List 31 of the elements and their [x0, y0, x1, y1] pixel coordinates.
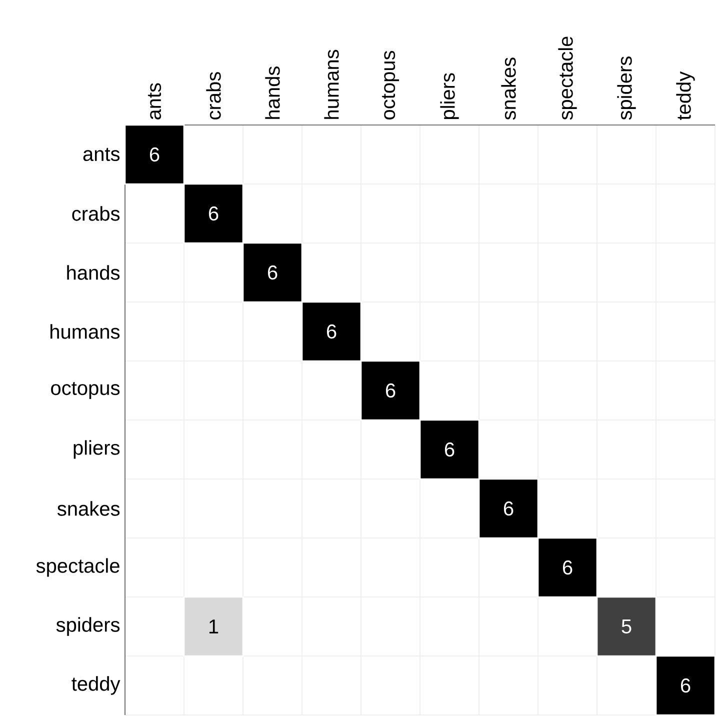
x-tick-label: spiders	[617, 56, 636, 120]
x-tick-label: teddy	[676, 71, 695, 120]
y-tick-label: hands	[67, 265, 120, 280]
x-tick-label: pliers	[440, 73, 459, 119]
y-tick-label: pliers	[74, 440, 120, 459]
x-tick-label: snakes	[501, 58, 516, 120]
data-label: 6	[444, 442, 454, 457]
y-tick-label: teddy	[72, 676, 120, 695]
data-label: 6	[268, 265, 278, 280]
data-label: 6	[326, 324, 336, 339]
data-label: 6	[208, 206, 218, 221]
data-label: 1	[209, 620, 218, 634]
data-label: 5	[622, 620, 632, 634]
x-tick-label: ants	[148, 83, 162, 120]
data-label: 6	[386, 383, 396, 398]
y-tick-label: humans	[50, 324, 120, 339]
y-tick-label: octopus	[51, 382, 120, 400]
x-tick-label: octopus	[382, 50, 400, 120]
x-tick-label: hands	[265, 66, 280, 119]
y-tick-label: spectacle	[36, 558, 120, 577]
x-tick-label: crabs	[206, 72, 221, 120]
y-tick-label: snakes	[57, 501, 120, 516]
data-label: 6	[150, 147, 160, 162]
x-tick-label: spectacle	[558, 36, 577, 120]
data-label: 6	[562, 560, 572, 575]
data-label: 6	[680, 678, 690, 693]
y-tick-label: ants	[83, 148, 120, 162]
x-tick-label: humans	[324, 50, 339, 119]
y-tick-label: crabs	[72, 206, 120, 221]
y-tick-label: spiders	[56, 617, 120, 636]
data-label: 6	[504, 501, 514, 516]
